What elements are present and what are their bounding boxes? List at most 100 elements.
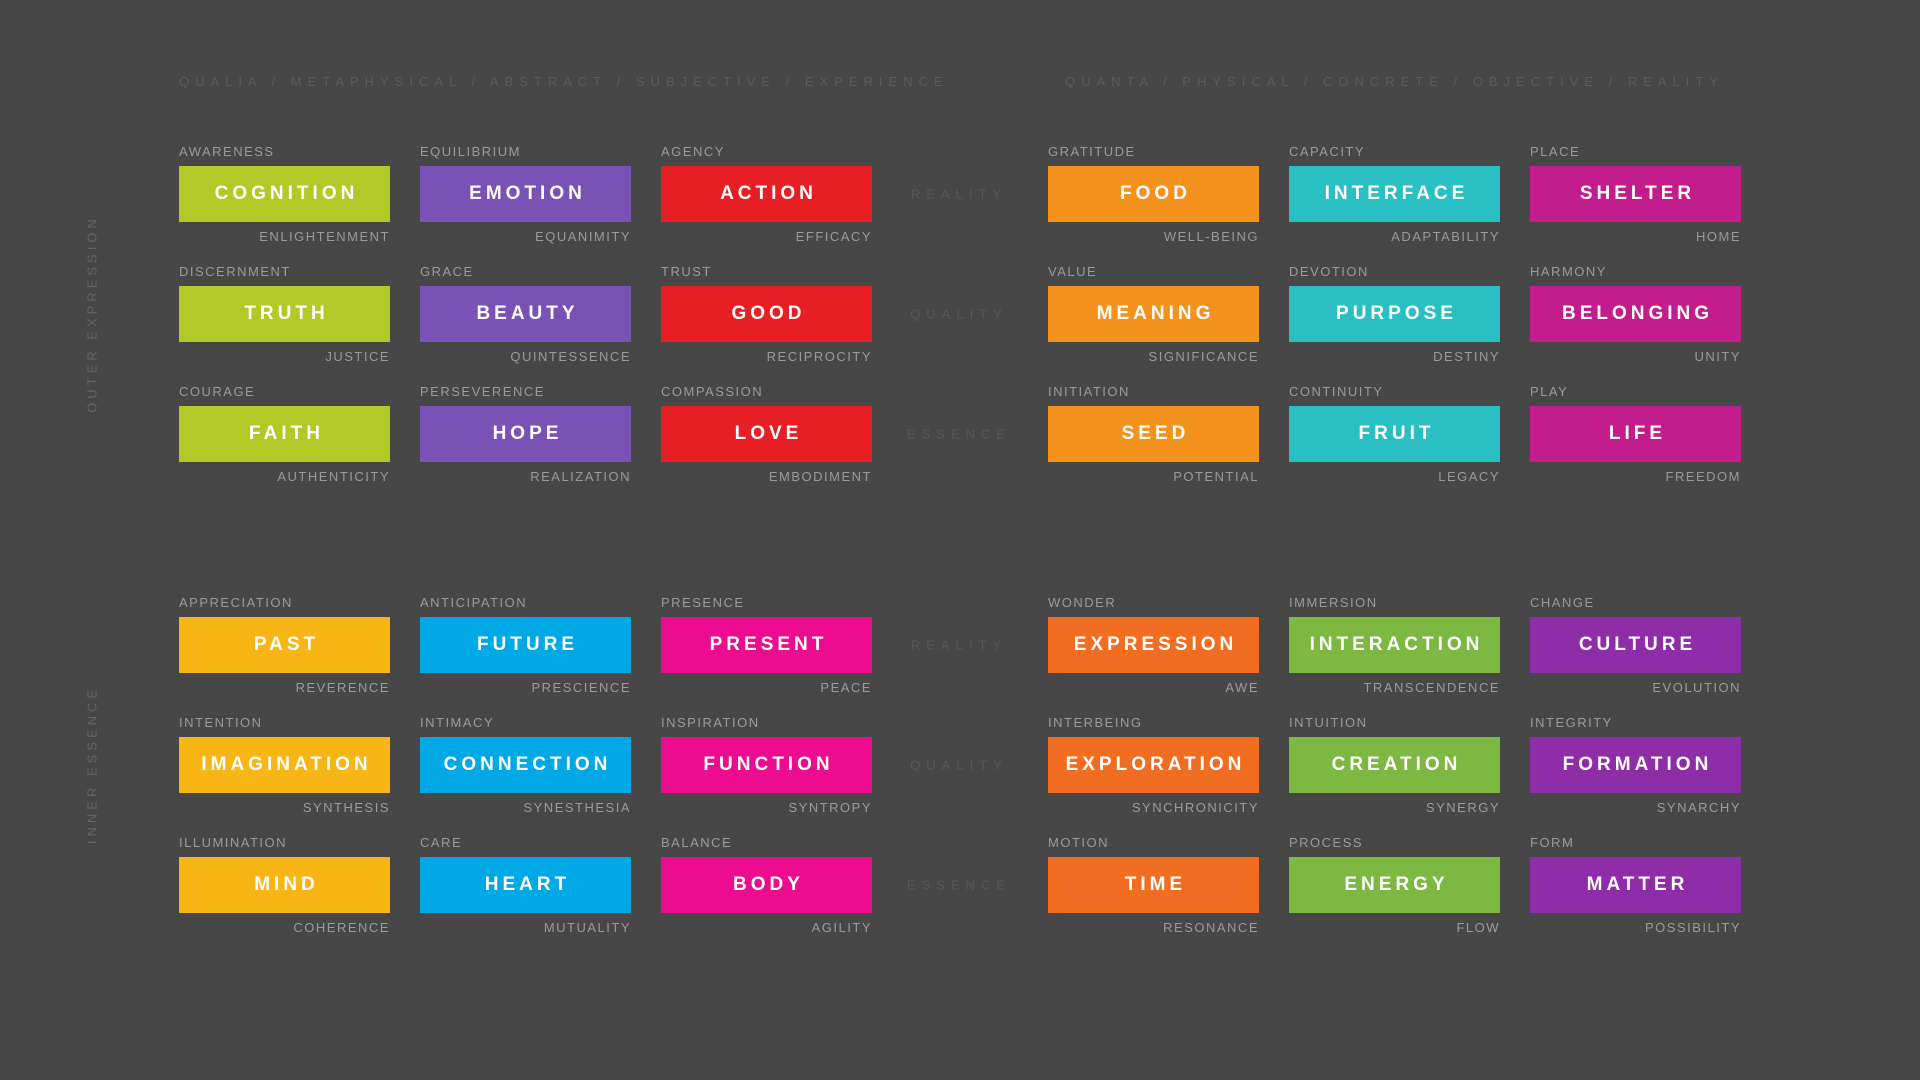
label-below-love: EMBODIMENT: [768, 469, 872, 484]
block-function: FUNCTION: [661, 737, 872, 793]
cell-interface: CAPACITY INTERFACE ADAPTABILITY: [1289, 140, 1500, 248]
cell-creation: INTUITION CREATION SYNERGY: [1289, 711, 1500, 819]
axis-label-essence: ESSENCE: [906, 426, 1012, 442]
label-below-mind: COHERENCE: [293, 920, 390, 935]
label-above-imagination: INTENTION: [179, 715, 263, 730]
label-above-purpose: DEVOTION: [1289, 264, 1369, 279]
cell-connection: INTIMACY CONNECTION SYNESTHESIA: [420, 711, 631, 819]
label-above-belonging: HARMONY: [1530, 264, 1607, 279]
cell-love: COMPASSION LOVE EMBODIMENT: [661, 380, 872, 488]
block-expression: EXPRESSION: [1048, 617, 1259, 673]
quadrant-quanta-outer: GRATITUDE FOOD WELL-BEING CAPACITY INTERFACE…: [1048, 140, 1741, 488]
block-time: TIME: [1048, 857, 1259, 913]
block-seed: SEED: [1048, 406, 1259, 462]
label-below-interaction: TRANSCENDENCE: [1363, 680, 1500, 695]
block-matter: MATTER: [1530, 857, 1741, 913]
block-meaning: MEANING: [1048, 286, 1259, 342]
cell-fruit: CONTINUITY FRUIT LEGACY: [1289, 380, 1500, 488]
label-above-interaction: IMMERSION: [1289, 595, 1378, 610]
cell-beauty: GRACE BEAUTY QUINTESSENCE: [420, 260, 631, 368]
cell-heart: CARE HEART MUTUALITY: [420, 831, 631, 939]
quadrant-quanta-inner: WONDER EXPRESSION AWE IMMERSION INTERACTION T…: [1048, 591, 1741, 939]
label-above-future: ANTICIPATION: [420, 595, 528, 610]
label-below-exploration: SYNCHRONICITY: [1131, 800, 1259, 815]
block-past: PAST: [179, 617, 390, 673]
quadrant-qualia-inner: APPRECIATION PAST REVERENCE ANTICIPATION FUT…: [179, 591, 872, 939]
cell-future: ANTICIPATION FUTURE PRESCIENCE: [420, 591, 631, 699]
cell-seed: INITIATION SEED POTENTIAL: [1048, 380, 1259, 488]
block-truth: TRUTH: [179, 286, 390, 342]
cell-faith: COURAGE FAITH AUTHENTICITY: [179, 380, 390, 488]
block-beauty: BEAUTY: [420, 286, 631, 342]
block-action: ACTION: [661, 166, 872, 222]
cell-body: BALANCE BODY AGILITY: [661, 831, 872, 939]
label-below-belonging: UNITY: [1694, 349, 1741, 364]
label-below-expression: AWE: [1225, 680, 1259, 695]
cell-belonging: HARMONY BELONGING UNITY: [1530, 260, 1741, 368]
block-cognition: COGNITION: [179, 166, 390, 222]
axis-label-reality: REALITY: [910, 637, 1008, 653]
label-below-time: RESONANCE: [1163, 920, 1259, 935]
label-above-heart: CARE: [420, 835, 463, 850]
block-present: PRESENT: [661, 617, 872, 673]
block-food: FOOD: [1048, 166, 1259, 222]
label-above-faith: COURAGE: [179, 384, 256, 399]
block-heart: HEART: [420, 857, 631, 913]
outer-expression-side-label: OUTER EXPRESSION: [84, 215, 100, 413]
cell-time: MOTION TIME RESONANCE: [1048, 831, 1259, 939]
block-emotion: EMOTION: [420, 166, 631, 222]
label-above-energy: PROCESS: [1289, 835, 1364, 850]
label-below-cognition: ENLIGHTENMENT: [259, 229, 390, 244]
label-above-matter: FORM: [1530, 835, 1575, 850]
label-above-mind: ILLUMINATION: [179, 835, 288, 850]
cell-hope: PERSEVERENCE HOPE REALIZATION: [420, 380, 631, 488]
label-above-interface: CAPACITY: [1289, 144, 1366, 159]
label-below-energy: FLOW: [1456, 920, 1500, 935]
label-above-formation: INTEGRITY: [1530, 715, 1613, 730]
block-faith: FAITH: [179, 406, 390, 462]
cell-food: GRATITUDE FOOD WELL-BEING: [1048, 140, 1259, 248]
label-below-action: EFFICACY: [795, 229, 872, 244]
label-above-exploration: INTERBEING: [1048, 715, 1143, 730]
quanta-header: QUANTA / PHYSICAL / CONCRETE / OBJECTIVE…: [1064, 74, 1725, 89]
cell-purpose: DEVOTION PURPOSE DESTINY: [1289, 260, 1500, 368]
cell-energy: PROCESS ENERGY FLOW: [1289, 831, 1500, 939]
label-above-creation: INTUITION: [1289, 715, 1368, 730]
axis-label-quality: QUALITY: [910, 306, 1008, 322]
label-above-cognition: AWARENESS: [179, 144, 275, 159]
cell-meaning: VALUE MEANING SIGNIFICANCE: [1048, 260, 1259, 368]
label-above-beauty: GRACE: [420, 264, 474, 279]
label-below-hope: REALIZATION: [530, 469, 631, 484]
cell-expression: WONDER EXPRESSION AWE: [1048, 591, 1259, 699]
label-above-time: MOTION: [1048, 835, 1109, 850]
block-good: GOOD: [661, 286, 872, 342]
label-above-expression: WONDER: [1048, 595, 1117, 610]
label-below-connection: SYNESTHESIA: [523, 800, 631, 815]
label-above-present: PRESENCE: [661, 595, 745, 610]
cell-matter: FORM MATTER POSSIBILITY: [1530, 831, 1741, 939]
block-formation: FORMATION: [1530, 737, 1741, 793]
label-below-future: PRESCIENCE: [531, 680, 631, 695]
label-above-hope: PERSEVERENCE: [420, 384, 545, 399]
label-below-imagination: SYNTHESIS: [302, 800, 390, 815]
cell-shelter: PLACE SHELTER HOME: [1530, 140, 1741, 248]
label-above-shelter: PLACE: [1530, 144, 1581, 159]
label-below-culture: EVOLUTION: [1652, 680, 1741, 695]
label-below-food: WELL-BEING: [1163, 229, 1259, 244]
cell-past: APPRECIATION PAST REVERENCE: [179, 591, 390, 699]
block-purpose: PURPOSE: [1289, 286, 1500, 342]
label-below-body: AGILITY: [811, 920, 872, 935]
label-below-faith: AUTHENTICITY: [277, 469, 390, 484]
cell-cognition: AWARENESS COGNITION ENLIGHTENMENT: [179, 140, 390, 248]
cell-culture: CHANGE CULTURE EVOLUTION: [1530, 591, 1741, 699]
label-above-love: COMPASSION: [661, 384, 764, 399]
label-below-shelter: HOME: [1696, 229, 1741, 244]
label-below-heart: MUTUALITY: [543, 920, 631, 935]
label-above-emotion: EQUILIBRIUM: [420, 144, 522, 159]
label-above-life: PLAY: [1530, 384, 1569, 399]
cell-present: PRESENCE PRESENT PEACE: [661, 591, 872, 699]
cell-function: INSPIRATION FUNCTION SYNTROPY: [661, 711, 872, 819]
label-below-function: SYNTROPY: [788, 800, 872, 815]
block-hope: HOPE: [420, 406, 631, 462]
